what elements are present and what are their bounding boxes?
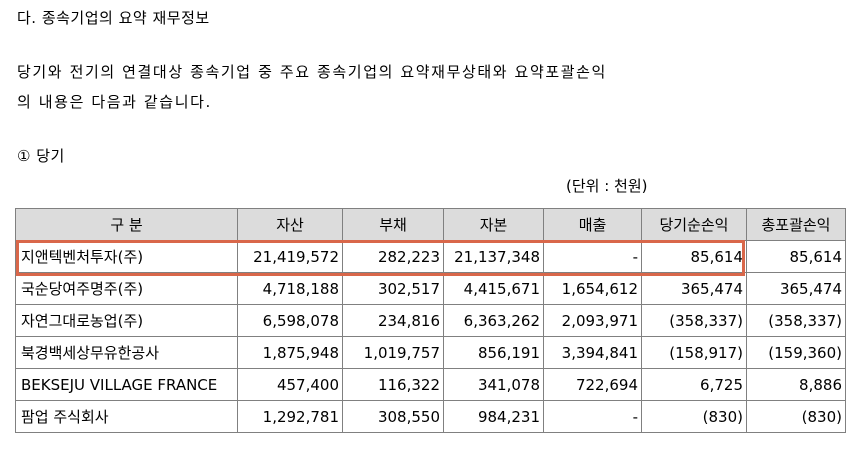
header-liabilities: 부채 xyxy=(342,208,444,241)
section-title: 다. 종속기업의 요약 재무정보 xyxy=(17,9,210,27)
company-name: 국순당여주명주(주) xyxy=(15,272,238,305)
revenue-value: - xyxy=(543,400,642,433)
company-name: BEKSEJU VILLAGE FRANCE xyxy=(15,368,238,401)
intro-text-line-2: 의 내용은 다음과 같습니다. xyxy=(17,93,212,111)
period-label: ① 당기 xyxy=(17,147,65,165)
assets-value: 1,292,781 xyxy=(237,400,343,433)
header-net-income: 당기순손익 xyxy=(641,208,747,241)
subsidiary-financial-table: 구 분 자산 부채 자본 매출 당기순손익 총포괄손익 지앤텍벤처투자(주) 2… xyxy=(15,208,846,433)
liabilities-value: 1,019,757 xyxy=(342,336,444,369)
table-header-row: 구 분 자산 부채 자본 매출 당기순손익 총포괄손익 xyxy=(15,208,846,241)
comprehensive-income-value: (358,337) xyxy=(746,304,846,337)
net-income-value: 365,474 xyxy=(641,272,747,305)
header-equity: 자본 xyxy=(443,208,544,241)
comprehensive-income-value: 8,886 xyxy=(746,368,846,401)
header-revenue: 매출 xyxy=(543,208,642,241)
header-assets: 자산 xyxy=(237,208,343,241)
header-category: 구 분 xyxy=(15,208,238,241)
unit-label: (단위 : 천원) xyxy=(566,177,648,195)
company-name: 지앤텍벤처투자(주) xyxy=(15,240,238,273)
net-income-value: (158,917) xyxy=(641,336,747,369)
equity-value: 341,078 xyxy=(443,368,544,401)
net-income-value: 85,614 xyxy=(641,240,747,273)
assets-value: 21,419,572 xyxy=(237,240,343,273)
liabilities-value: 282,223 xyxy=(342,240,444,273)
net-income-value: (358,337) xyxy=(641,304,747,337)
table-row: 자연그대로농업(주) 6,598,078 234,816 6,363,262 2… xyxy=(15,304,846,337)
table-row: 팜업 주식회사 1,292,781 308,550 984,231 - (830… xyxy=(15,400,846,433)
liabilities-value: 302,517 xyxy=(342,272,444,305)
comprehensive-income-value: (159,360) xyxy=(746,336,846,369)
net-income-value: (830) xyxy=(641,400,747,433)
equity-value: 21,137,348 xyxy=(443,240,544,273)
revenue-value: 722,694 xyxy=(543,368,642,401)
net-income-value: 6,725 xyxy=(641,368,747,401)
table-row: BEKSEJU VILLAGE FRANCE 457,400 116,322 3… xyxy=(15,368,846,401)
liabilities-value: 234,816 xyxy=(342,304,444,337)
comprehensive-income-value: (830) xyxy=(746,400,846,433)
equity-value: 6,363,262 xyxy=(443,304,544,337)
comprehensive-income-value: 85,614 xyxy=(746,240,846,273)
liabilities-value: 308,550 xyxy=(342,400,444,433)
revenue-value: 2,093,971 xyxy=(543,304,642,337)
intro-text-line-1: 당기와 전기의 연결대상 종속기업 중 주요 종속기업의 요약재무상태와 요약포… xyxy=(17,63,607,81)
equity-value: 856,191 xyxy=(443,336,544,369)
assets-value: 1,875,948 xyxy=(237,336,343,369)
revenue-value: 3,394,841 xyxy=(543,336,642,369)
assets-value: 6,598,078 xyxy=(237,304,343,337)
assets-value: 4,718,188 xyxy=(237,272,343,305)
table-row: 국순당여주명주(주) 4,718,188 302,517 4,415,671 1… xyxy=(15,272,846,305)
equity-value: 4,415,671 xyxy=(443,272,544,305)
liabilities-value: 116,322 xyxy=(342,368,444,401)
company-name: 팜업 주식회사 xyxy=(15,400,238,433)
company-name: 자연그대로농업(주) xyxy=(15,304,238,337)
equity-value: 984,231 xyxy=(443,400,544,433)
table-row: 북경백세상무유한공사 1,875,948 1,019,757 856,191 3… xyxy=(15,336,846,369)
table-row: 지앤텍벤처투자(주) 21,419,572 282,223 21,137,348… xyxy=(15,240,846,273)
comprehensive-income-value: 365,474 xyxy=(746,272,846,305)
company-name: 북경백세상무유한공사 xyxy=(15,336,238,369)
revenue-value: - xyxy=(543,240,642,273)
assets-value: 457,400 xyxy=(237,368,343,401)
header-comprehensive-income: 총포괄손익 xyxy=(746,208,846,241)
revenue-value: 1,654,612 xyxy=(543,272,642,305)
